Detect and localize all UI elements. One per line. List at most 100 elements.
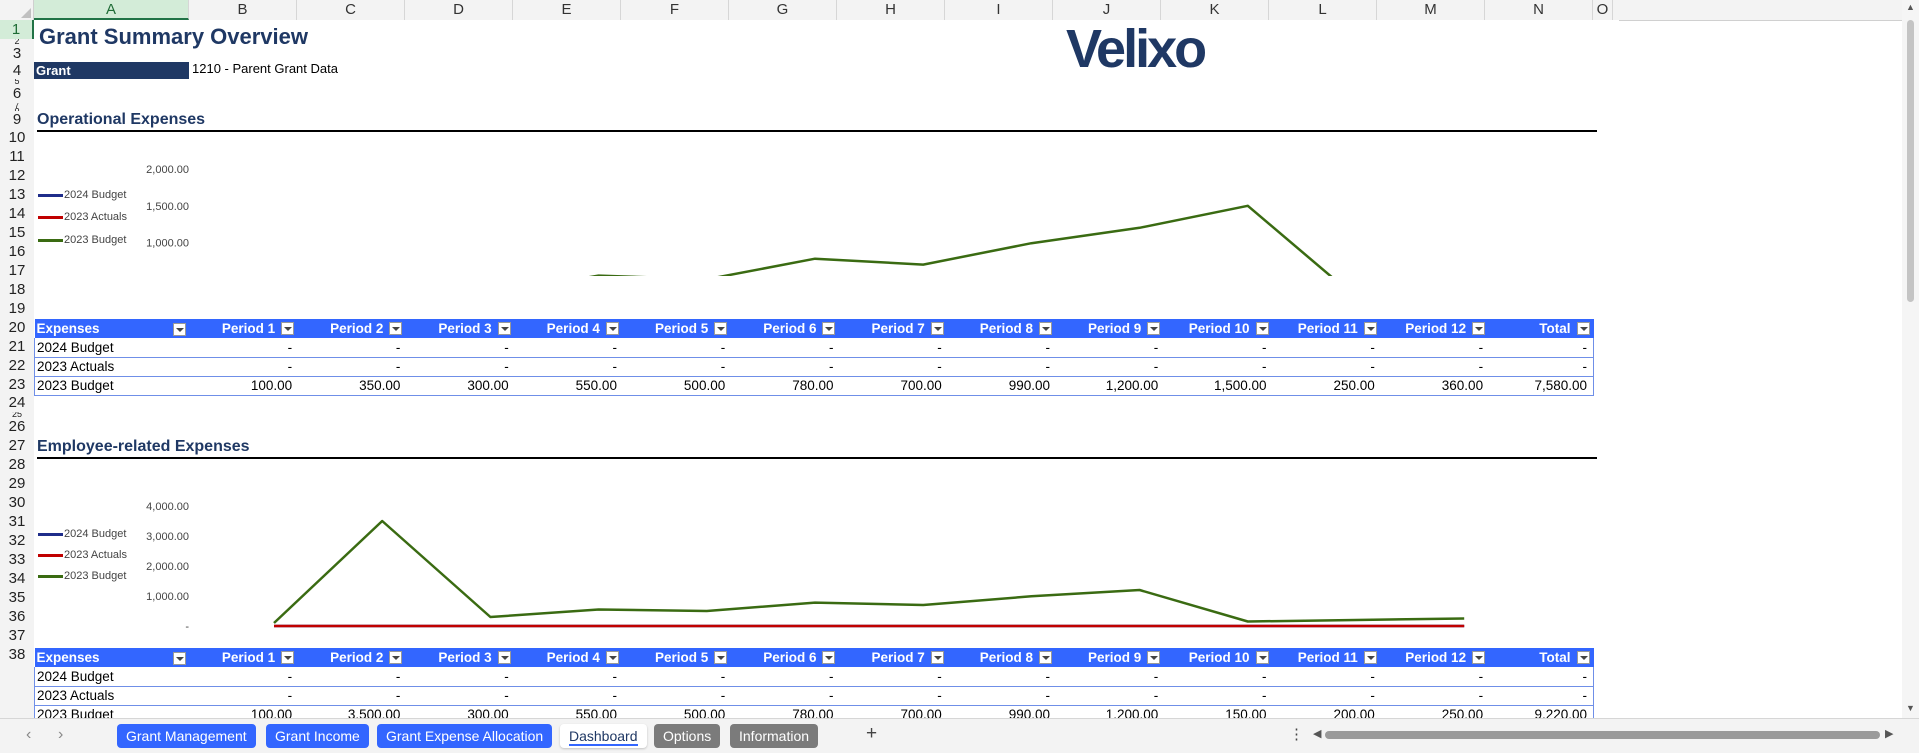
grant-value[interactable]: 1210 - Parent Grant Data (192, 61, 338, 76)
filter-dropdown-icon[interactable] (1472, 321, 1486, 335)
table-cell[interactable]: - (298, 338, 407, 358)
table-cell[interactable]: 2023 Budget (34, 376, 190, 396)
filter-dropdown-icon[interactable] (172, 651, 186, 665)
table-cell[interactable]: - (406, 667, 515, 687)
table-cell[interactable]: - (298, 357, 407, 377)
vertical-scrollbar[interactable]: ▲ ▼ (1902, 0, 1919, 718)
row-header-9[interactable]: 9 (12, 111, 22, 128)
row-header-7[interactable]: 7 (14, 103, 20, 108)
scroll-down-icon[interactable]: ▼ (1906, 703, 1915, 713)
filter-dropdown-icon[interactable] (1472, 650, 1486, 664)
row-header-29[interactable]: 29 (8, 475, 26, 492)
table-cell[interactable]: 300.00 (406, 376, 515, 396)
table-cell[interactable]: - (1380, 338, 1490, 358)
table-cell[interactable]: 9,220.00 (1489, 705, 1595, 718)
table-cell[interactable]: - (1056, 338, 1165, 358)
sheet-tab-grant-income[interactable]: Grant Income (266, 724, 369, 748)
filter-dropdown-icon[interactable] (1576, 650, 1590, 664)
table-cell[interactable]: - (1164, 357, 1273, 377)
table-cell[interactable]: - (298, 686, 407, 706)
filter-dropdown-icon[interactable] (281, 650, 295, 664)
column-header-n[interactable]: N (1485, 0, 1593, 20)
column-header-l[interactable]: L (1269, 0, 1377, 20)
row-header-32[interactable]: 32 (8, 532, 26, 549)
row-header-19[interactable]: 19 (8, 300, 26, 317)
table-cell[interactable]: 1,200.00 (1056, 705, 1165, 718)
filter-dropdown-icon[interactable] (1147, 650, 1161, 664)
scroll-right-icon[interactable]: ▶ (1885, 728, 1894, 740)
table-cell[interactable]: - (947, 338, 1057, 358)
table-cell[interactable]: 200.00 (1272, 705, 1381, 718)
filter-dropdown-icon[interactable] (930, 321, 944, 335)
table-cell[interactable]: 100.00 (189, 705, 299, 718)
table-cell[interactable]: - (514, 357, 623, 377)
row-header-2[interactable]: 2 (14, 39, 20, 44)
row-header-8[interactable]: 8 (0, 108, 34, 111)
column-header-g[interactable]: G (729, 0, 837, 20)
row-header-11[interactable]: 11 (9, 148, 25, 165)
row-header-31[interactable]: 31 (8, 513, 26, 530)
table-cell[interactable]: 780.00 (731, 376, 840, 396)
table-cell[interactable]: - (1380, 686, 1490, 706)
filter-dropdown-icon[interactable] (389, 650, 403, 664)
select-all-corner[interactable] (0, 0, 34, 20)
table-cell[interactable]: - (1164, 667, 1273, 687)
next-sheet-icon[interactable]: › (58, 726, 64, 743)
table-cell[interactable]: 3,500.00 (298, 705, 407, 718)
row-header-34[interactable]: 34 (8, 570, 26, 587)
table-cell[interactable]: - (1380, 357, 1490, 377)
filter-dropdown-icon[interactable] (930, 650, 944, 664)
more-options-icon[interactable]: ⋮ (1289, 726, 1304, 743)
table-cell[interactable]: - (406, 686, 515, 706)
filter-dropdown-icon[interactable] (1255, 650, 1269, 664)
table-cell[interactable]: 2024 Budget (34, 338, 190, 358)
column-header-o[interactable]: O (1593, 0, 1613, 20)
sheet-tab-grant-expense-allocation[interactable]: Grant Expense Allocation (377, 724, 553, 748)
row-header-6[interactable]: 6 (12, 85, 22, 102)
row-header-15[interactable]: 15 (8, 224, 26, 241)
table-cell[interactable]: - (1056, 667, 1165, 687)
table-cell[interactable]: - (1489, 686, 1595, 706)
row-header-1[interactable]: 1 (0, 20, 34, 39)
column-header-c[interactable]: C (297, 0, 405, 20)
filter-dropdown-icon[interactable] (281, 321, 295, 335)
table-cell[interactable]: 990.00 (947, 705, 1057, 718)
table-cell[interactable]: - (406, 338, 515, 358)
table-cell[interactable]: - (1056, 357, 1165, 377)
table-cell[interactable]: - (731, 338, 840, 358)
sheet-tab-options[interactable]: Options (654, 724, 721, 748)
filter-dropdown-icon[interactable] (497, 650, 511, 664)
row-header-10[interactable]: 10 (8, 129, 26, 146)
table-cell[interactable]: - (731, 667, 840, 687)
filter-dropdown-icon[interactable] (1039, 321, 1053, 335)
row-header-18[interactable]: 18 (8, 281, 26, 298)
vertical-scroll-thumb[interactable] (1907, 20, 1914, 302)
row-header-16[interactable]: 16 (8, 243, 26, 260)
filter-dropdown-icon[interactable] (1576, 321, 1590, 335)
table-cell[interactable]: 1,500.00 (1164, 376, 1273, 396)
column-header-e[interactable]: E (513, 0, 621, 20)
row-header-35[interactable]: 35 (8, 589, 26, 606)
table-cell[interactable]: 550.00 (514, 705, 623, 718)
scroll-left-icon[interactable]: ◀ (1313, 728, 1322, 740)
table-cell[interactable]: - (947, 686, 1057, 706)
table-cell[interactable]: - (731, 357, 840, 377)
horizontal-scroll-thumb[interactable] (1325, 731, 1880, 739)
sheet-tab-dashboard[interactable]: Dashboard (560, 724, 647, 748)
row-header-22[interactable]: 22 (8, 357, 26, 374)
table-cell[interactable]: - (1489, 357, 1595, 377)
row-header-13[interactable]: 13 (8, 186, 26, 203)
table-cell[interactable]: - (1272, 357, 1381, 377)
table-cell[interactable]: 360.00 (1380, 376, 1490, 396)
row-header-23[interactable]: 23 (8, 376, 26, 393)
add-sheet-icon[interactable]: + (866, 723, 878, 744)
table-cell[interactable]: - (1056, 686, 1165, 706)
filter-dropdown-icon[interactable] (605, 650, 619, 664)
table-cell[interactable]: - (839, 357, 948, 377)
table-cell[interactable]: 2023 Actuals (34, 686, 190, 706)
table-cell[interactable]: 700.00 (839, 705, 948, 718)
sheet-tab-information[interactable]: Information (730, 724, 819, 748)
row-header-24[interactable]: 24 (8, 394, 26, 411)
table-cell[interactable]: 780.00 (731, 705, 840, 718)
table-cell[interactable]: 150.00 (1164, 705, 1273, 718)
